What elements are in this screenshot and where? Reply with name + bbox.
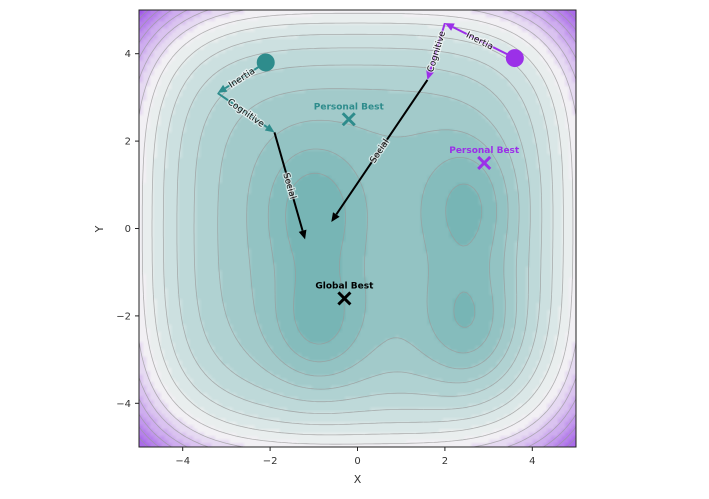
contour-line <box>139 10 576 447</box>
contour-line <box>139 10 576 447</box>
contour-line <box>139 10 576 447</box>
purple-inertia-shaft <box>452 26 516 59</box>
contour-line <box>139 10 576 447</box>
x-tick-label: −2 <box>263 456 278 467</box>
contour-line <box>162 33 554 426</box>
teal-personal-best-cross-b <box>341 112 356 127</box>
teal-social-head <box>298 229 307 240</box>
contour-lines <box>139 10 576 447</box>
purple-personal-best-marker: Personal Best <box>449 146 520 171</box>
teal-social-shaft <box>273 132 304 232</box>
teal-inertia-head <box>217 84 228 94</box>
purple-social-head <box>331 212 340 222</box>
teal-personal-best-marker: Personal Best <box>314 102 385 127</box>
x-tick-label: −4 <box>175 456 190 467</box>
purple-personal-best-cross-b <box>477 155 492 171</box>
x-tick-label: 0 <box>354 456 360 467</box>
contour-line <box>217 88 520 390</box>
x-tick-label: 2 <box>442 456 448 467</box>
purple-cognitive-head <box>426 70 434 80</box>
contour-line <box>139 10 576 447</box>
x-tick-label: 4 <box>529 456 535 467</box>
y-tick-label: 4 <box>125 49 131 60</box>
global-best-label: Global Best <box>315 281 374 291</box>
y-tick-label: −4 <box>116 399 131 410</box>
teal-particle <box>256 53 275 72</box>
contour-line <box>176 47 543 414</box>
y-tick-label: −2 <box>116 311 131 322</box>
purple-particle <box>505 49 524 68</box>
y-tick-label: 0 <box>125 224 131 235</box>
purple-personal-best-label: Personal Best <box>449 146 520 156</box>
contour-line <box>246 119 509 377</box>
global-best-marker: Global Best <box>315 281 374 306</box>
teal-personal-best-label: Personal Best <box>314 102 385 112</box>
axes: −4 −2 0 2 4 −4 −2 0 2 4 <box>116 49 535 467</box>
y-tick-label: 2 <box>125 137 131 148</box>
y-axis-label: Y <box>93 225 106 233</box>
contour-line <box>139 10 576 447</box>
contour-line <box>285 172 483 345</box>
teal-cognitive-head <box>264 123 275 133</box>
contour-line <box>141 12 574 445</box>
x-axis-label: X <box>354 473 362 486</box>
purple-inertia-head <box>444 23 455 31</box>
teal-cognitive-shaft <box>217 92 268 129</box>
contour-line <box>151 22 564 436</box>
contour-field <box>139 10 576 447</box>
purple-cognitive-shaft <box>429 22 446 72</box>
purple-social-shaft <box>335 79 429 216</box>
global-best-cross-b <box>337 291 352 306</box>
